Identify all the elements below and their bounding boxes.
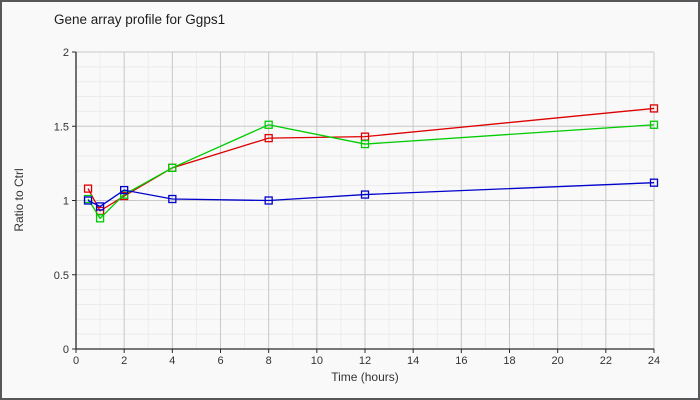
blue-series-marker bbox=[649, 178, 659, 187]
y-tick-label: 0.5 bbox=[54, 270, 69, 282]
green-series-marker bbox=[120, 190, 129, 199]
blue-series-marker bbox=[120, 185, 129, 195]
x-tick-label: 6 bbox=[217, 355, 223, 367]
blue-series-line bbox=[87, 182, 655, 208]
y-tick-label: 0 bbox=[63, 344, 69, 356]
x-tick-label: 24 bbox=[648, 355, 660, 367]
x-tick-label: 20 bbox=[552, 355, 564, 367]
blue-series-marker bbox=[360, 190, 370, 199]
y-tick-label: 2 bbox=[63, 47, 69, 59]
blue-series-marker bbox=[83, 196, 93, 205]
x-tick-label: 14 bbox=[407, 355, 419, 367]
blue-series-marker bbox=[168, 194, 177, 204]
blue-series-marker bbox=[95, 202, 105, 211]
green-series-marker bbox=[649, 120, 659, 129]
x-tick-label: 10 bbox=[311, 355, 323, 367]
x-tick-label: 2 bbox=[121, 355, 127, 367]
chart-title: Gene array profile for Ggps1 bbox=[54, 12, 226, 27]
x-tick-label: 12 bbox=[359, 355, 371, 367]
x-axis-title: Time (hours) bbox=[331, 370, 399, 384]
green-series-marker bbox=[360, 139, 370, 149]
green-series-line bbox=[87, 124, 655, 220]
x-tick-label: 8 bbox=[266, 355, 272, 367]
green-series-marker bbox=[264, 120, 273, 129]
x-tick-label: 18 bbox=[503, 355, 515, 367]
red-series-marker bbox=[649, 104, 659, 113]
green-series-marker bbox=[95, 214, 105, 223]
x-tick-label: 4 bbox=[169, 355, 175, 367]
blue-series-marker bbox=[264, 196, 273, 205]
x-tick-label: 0 bbox=[73, 355, 79, 367]
red-series-marker bbox=[264, 133, 273, 143]
x-tick-label: 16 bbox=[455, 355, 467, 367]
y-tick-label: 1 bbox=[63, 196, 69, 208]
x-tick-label: 22 bbox=[600, 355, 612, 367]
y-tick-label: 1.5 bbox=[54, 121, 69, 133]
green-series-marker bbox=[168, 163, 177, 172]
red-series-marker bbox=[83, 184, 93, 193]
y-axis-title: Ratio to Ctrl bbox=[12, 168, 26, 232]
